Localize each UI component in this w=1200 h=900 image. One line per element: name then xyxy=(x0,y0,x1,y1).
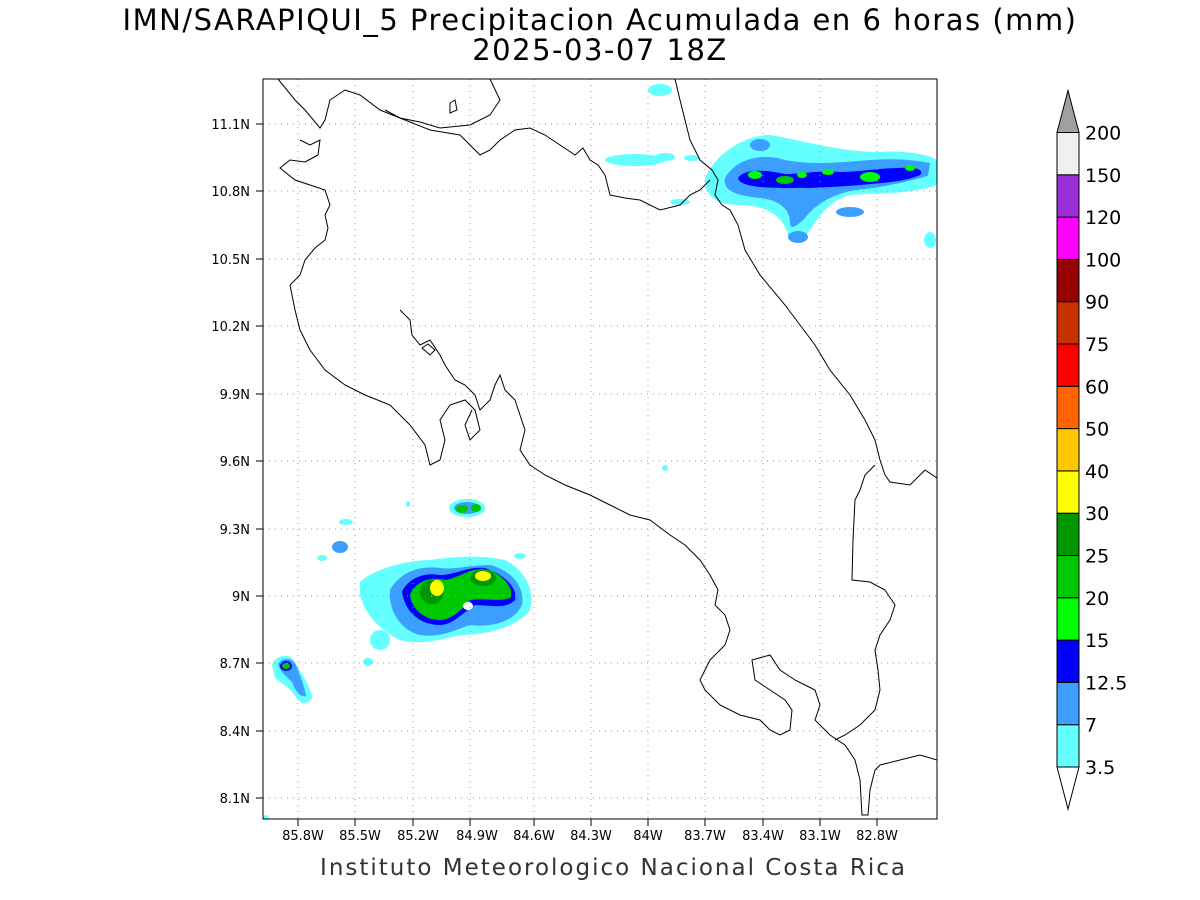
lat-ticks xyxy=(256,123,263,799)
colorbar-swatch xyxy=(1056,385,1080,430)
colorbar-label: 100 xyxy=(1085,249,1121,271)
lon-label: 84W xyxy=(633,829,663,844)
coastline xyxy=(277,79,937,816)
colorbar-label: 3.5 xyxy=(1085,757,1115,779)
map-datetime: 2025-03-07 18Z xyxy=(472,33,728,67)
lat-label: 9.9N xyxy=(220,388,250,403)
colorbar-swatch xyxy=(1056,724,1080,768)
colorbar-label: 60 xyxy=(1085,376,1109,398)
colorbar-label: 30 xyxy=(1085,503,1109,525)
lon-ticks xyxy=(297,819,878,826)
colorbar-swatch xyxy=(1056,428,1080,472)
colorbar: 3.5 7 12.5 15 20 25 30 40 50 60 75 90 100 120 150 200 xyxy=(1056,88,1127,811)
map-title: IMN/SARAPIQUI_5 Precipitacion Acumulada … xyxy=(122,3,1078,37)
colorbar-swatch xyxy=(1056,639,1080,683)
precipitation-field xyxy=(263,84,937,819)
colorbar-label: 7 xyxy=(1085,715,1097,737)
lat-label: 8.7N xyxy=(220,657,250,672)
colorbar-swatch xyxy=(1056,343,1080,387)
lat-label: 8.4N xyxy=(220,725,250,740)
lon-label: 82.8W xyxy=(856,829,898,844)
colorbar-label: 20 xyxy=(1085,588,1109,610)
lon-label: 84.6W xyxy=(513,829,555,844)
lon-label: 83.7W xyxy=(684,829,726,844)
lat-label: 9N xyxy=(232,590,250,605)
colorbar-min-arrow xyxy=(1056,766,1080,811)
colorbar-label: 15 xyxy=(1085,630,1109,652)
lat-label: 10.5N xyxy=(211,253,250,268)
lat-label: 11.1N xyxy=(211,118,250,133)
colorbar-max-arrow xyxy=(1056,88,1080,133)
lat-label: 10.2N xyxy=(211,320,250,335)
colorbar-swatch xyxy=(1056,132,1080,176)
lat-label: 9.6N xyxy=(220,455,250,470)
credit-text: Instituto Meteorologico Nacional Costa R… xyxy=(320,855,907,881)
colorbar-label: 150 xyxy=(1085,165,1121,187)
colorbar-swatch xyxy=(1056,470,1080,514)
lon-label: 83.4W xyxy=(742,829,784,844)
lon-label: 85.5W xyxy=(339,829,381,844)
colorbar-swatch xyxy=(1056,258,1080,303)
graticule xyxy=(263,79,937,819)
lon-label: 85.8W xyxy=(282,829,324,844)
colorbar-swatch xyxy=(1056,512,1080,557)
colorbar-label: 40 xyxy=(1085,461,1109,483)
lat-label: 10.8N xyxy=(211,185,250,200)
colorbar-swatch xyxy=(1056,174,1080,218)
colorbar-label: 75 xyxy=(1085,334,1109,356)
lat-labels: 11.1N 10.8N 10.5N 10.2N 9.9N 9.6N 9.3N 9… xyxy=(211,118,250,807)
lon-label: 84.3W xyxy=(570,829,612,844)
colorbar-label: 120 xyxy=(1085,207,1121,229)
lat-label: 9.3N xyxy=(220,523,250,538)
colorbar-swatch xyxy=(1056,301,1080,345)
colorbar-label: 12.5 xyxy=(1085,672,1127,694)
colorbar-label: 200 xyxy=(1085,123,1121,145)
colorbar-swatch xyxy=(1056,681,1080,726)
colorbar-swatch xyxy=(1056,597,1080,641)
colorbar-label: 50 xyxy=(1085,419,1109,441)
lon-label: 83.1W xyxy=(799,829,841,844)
lon-labels: 85.8W 85.5W 85.2W 84.9W 84.6W 84.3W 84W … xyxy=(282,829,898,844)
colorbar-label: 25 xyxy=(1085,546,1109,568)
colorbar-swatch xyxy=(1056,555,1080,599)
lat-label: 8.1N xyxy=(220,792,250,807)
colorbar-label: 90 xyxy=(1085,292,1109,314)
lon-label: 84.9W xyxy=(456,829,498,844)
plot-frame xyxy=(262,78,938,820)
colorbar-swatch xyxy=(1056,216,1080,260)
lon-label: 85.2W xyxy=(397,829,439,844)
